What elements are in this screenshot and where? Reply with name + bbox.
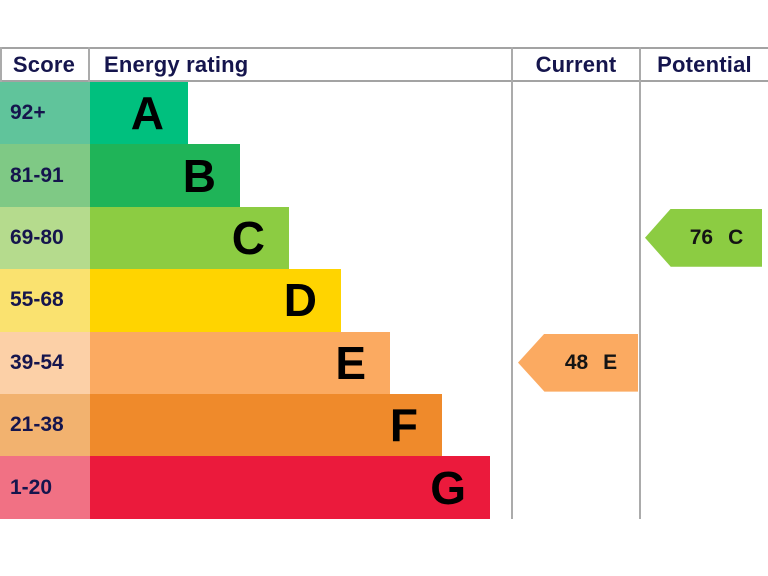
band-row-a: 92+ A: [0, 82, 768, 145]
band-letter: E: [335, 336, 366, 389]
band-bar-e: E: [90, 331, 390, 394]
band-letter: C: [231, 211, 265, 264]
header-score: Score: [12, 51, 76, 77]
band-row-b: 81-91 B: [0, 144, 768, 207]
potential-rating-arrow: 76 C: [645, 208, 762, 267]
band-letter: D: [283, 274, 317, 327]
table-top-border: [0, 47, 768, 49]
band-bar-f: F: [90, 393, 442, 457]
current-column-divider: [511, 47, 513, 519]
band-letter: A: [130, 87, 164, 140]
band-score-label: 81-91: [0, 144, 90, 207]
potential-rating-value: 76: [689, 225, 714, 249]
band-score-label: 1-20: [0, 456, 90, 519]
potential-column-divider: [639, 47, 641, 519]
band-bar-a: A: [90, 82, 188, 145]
header-current: Current: [535, 51, 617, 77]
current-rating-value: 48: [564, 350, 589, 374]
rating-bands: 92+ A 81-91 B 69-80 C 55-68 D 39-54 E 21…: [0, 82, 768, 519]
score-column-divider: [88, 47, 90, 82]
band-row-f: 21-38 F: [0, 393, 768, 457]
current-rating-arrow: 48 E: [518, 333, 638, 392]
header-row: Score Energy rating Current Potential: [0, 49, 768, 80]
header-bottom-border: [0, 80, 768, 82]
band-bar-c: C: [90, 206, 289, 270]
band-bar-d: D: [90, 269, 341, 332]
potential-rating-letter: C: [728, 225, 744, 249]
header-potential: Potential: [657, 51, 752, 77]
band-bar-g: G: [90, 456, 490, 519]
band-letter: G: [430, 461, 466, 514]
band-score-label: 92+: [0, 82, 90, 145]
band-score-label: 55-68: [0, 269, 90, 332]
band-score-label: 69-80: [0, 206, 90, 270]
header-left-border: [0, 47, 2, 82]
header-energy-rating: Energy rating: [104, 51, 249, 77]
band-letter: B: [182, 149, 216, 202]
band-row-c: 69-80 C: [0, 206, 768, 270]
band-bar-b: B: [90, 144, 240, 207]
band-score-label: 39-54: [0, 331, 90, 394]
band-letter: F: [389, 399, 418, 452]
band-score-label: 21-38: [0, 393, 90, 457]
band-row-e: 39-54 E: [0, 331, 768, 394]
band-row-g: 1-20 G: [0, 456, 768, 519]
band-row-d: 55-68 D: [0, 269, 768, 332]
current-rating-letter: E: [603, 350, 618, 374]
